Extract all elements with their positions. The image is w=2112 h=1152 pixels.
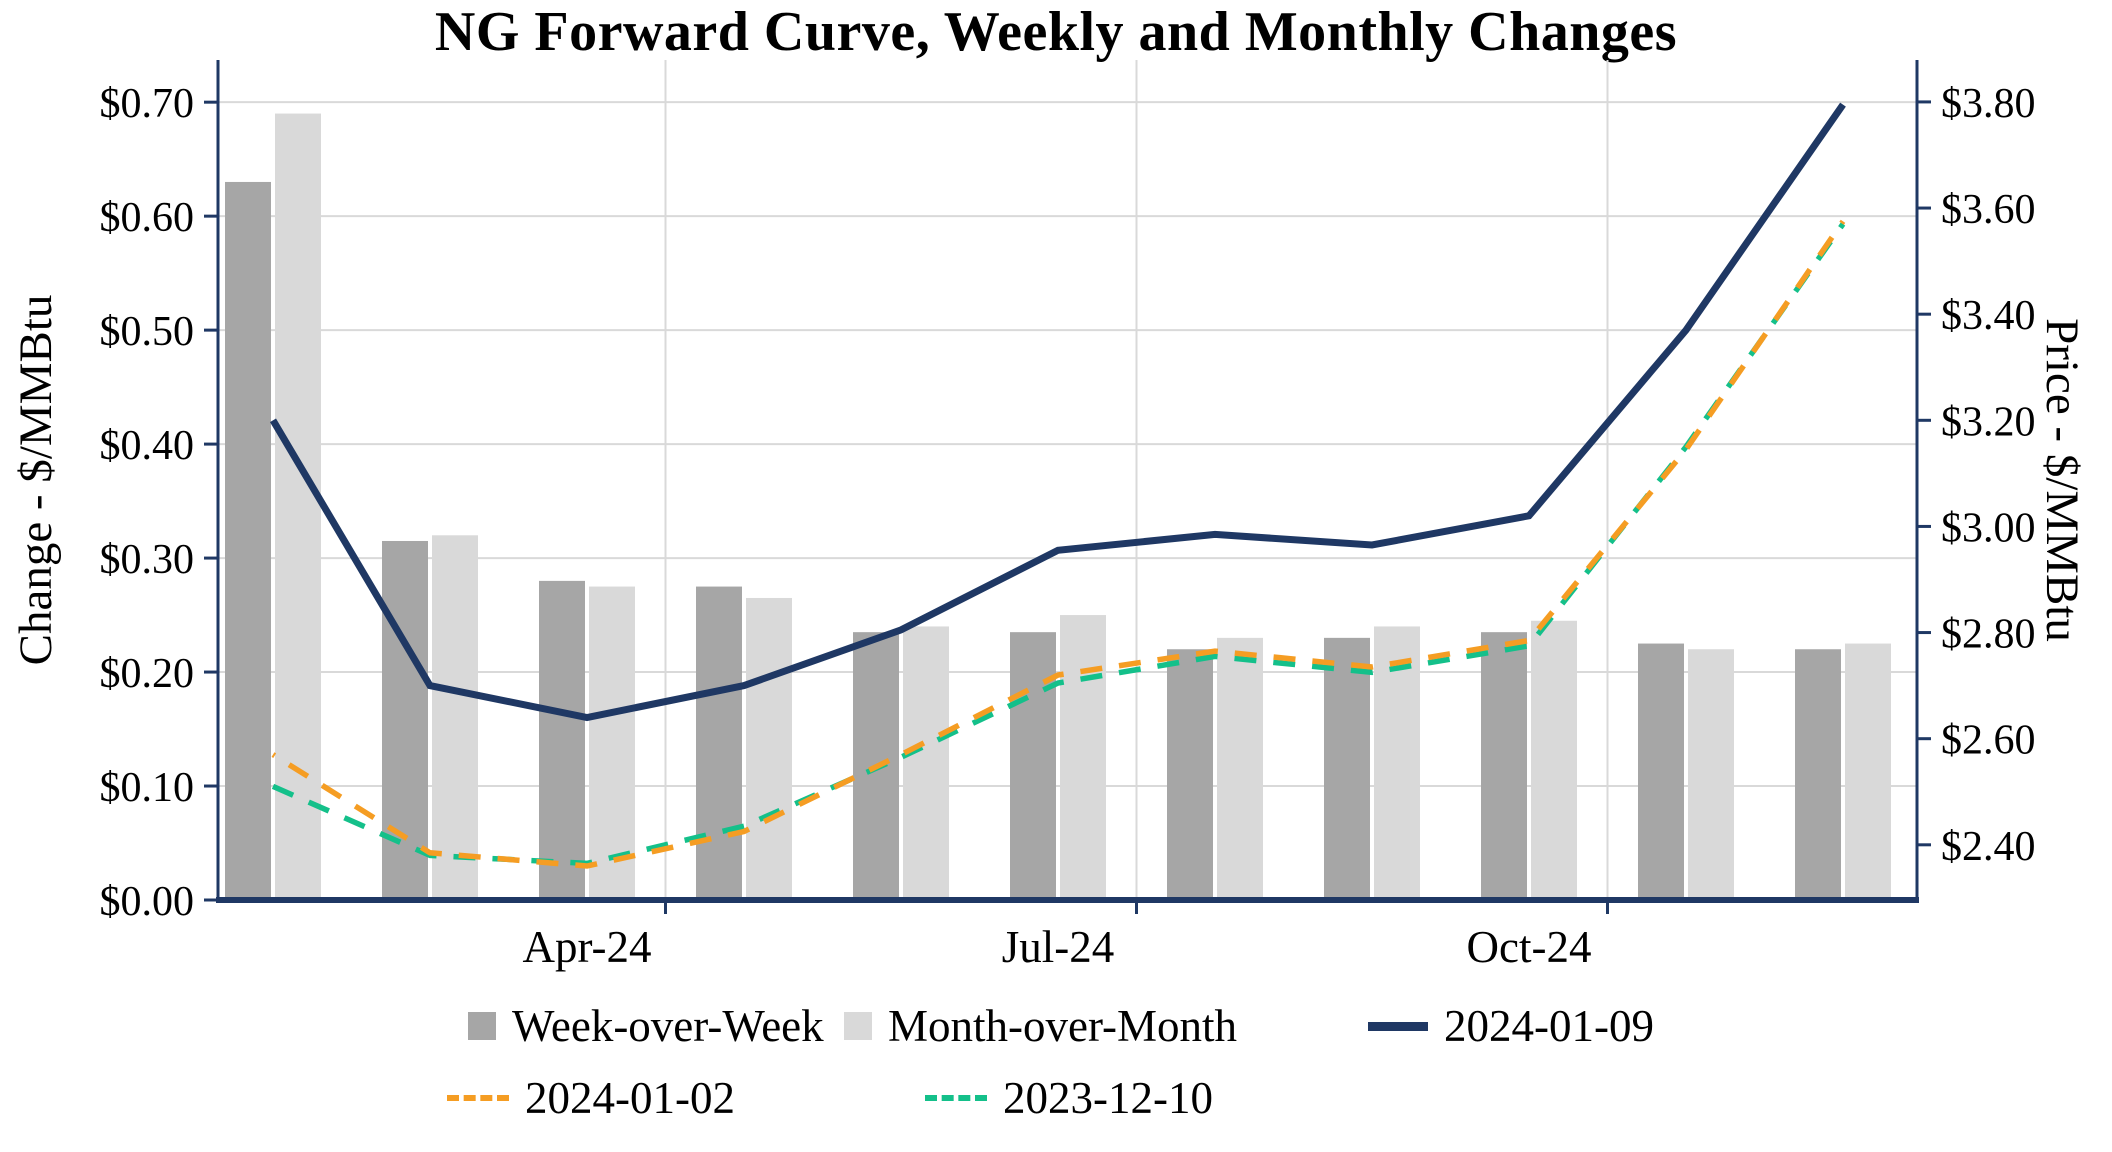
bar-month-over-month — [275, 113, 321, 900]
bar-week-over-week — [539, 580, 585, 900]
left-tick-label: $0.20 — [100, 651, 195, 697]
legend-label-month-over-month: Month-over-Month — [888, 1001, 1238, 1051]
solid-line-swatch-icon — [1368, 1021, 1428, 1031]
x-tick-label: Jul-24 — [1002, 922, 1115, 972]
x-tick-label: Apr-24 — [522, 922, 651, 972]
bar-month-over-month — [1688, 649, 1734, 900]
bar-month-over-month — [432, 535, 478, 900]
price-line-2024-01-02 — [271, 219, 1846, 869]
legend-label-2023-12-10: 2023-12-10 — [1003, 1073, 1213, 1123]
week-over-week-swatch-icon — [468, 1012, 496, 1040]
legend-label-week-over-week: Week-over-Week — [512, 1001, 824, 1051]
legend-label-2024-01-09: 2024-01-09 — [1444, 1001, 1654, 1051]
right-tick-label: $2.80 — [1941, 612, 2036, 658]
forward-curve-chart: $0.00 $0.10 $0.20 $0.30 $0.40 $0.50 $0.60 $0.70… — [100, 60, 2036, 972]
bar-month-over-month — [746, 597, 792, 900]
bar-week-over-week — [225, 181, 271, 901]
price-line-2024-01-09 — [269, 102, 1846, 722]
right-tick-label: $3.00 — [1941, 505, 2036, 551]
right-tick-label: $3.20 — [1941, 399, 2036, 445]
month-over-month-swatch-icon — [844, 1012, 872, 1040]
legend-item-week-over-week: Week-over-Week — [468, 1000, 824, 1052]
bar-week-over-week — [1638, 643, 1684, 900]
legend-item-2023-12-10: 2023-12-10 — [925, 1072, 1213, 1124]
orange-dashed-line-swatch-icon — [447, 1095, 509, 1101]
bar-month-over-month — [1060, 615, 1106, 900]
legend-item-month-over-month: Month-over-Month — [844, 1000, 1237, 1052]
chart-title: NG Forward Curve, Weekly and Monthly Cha… — [434, 1, 1678, 63]
bar-month-over-month — [1217, 637, 1263, 900]
legend-item-2024-01-02: 2024-01-02 — [447, 1072, 735, 1124]
left-tick-label: $0.30 — [100, 537, 195, 583]
bar-month-over-month — [1531, 620, 1577, 900]
bar-week-over-week — [696, 586, 742, 900]
x-tick-label: Oct-24 — [1467, 922, 1592, 972]
right-tick-label: $3.80 — [1941, 81, 2036, 127]
right-tick-label: $3.40 — [1941, 293, 2036, 339]
bar-month-over-month — [903, 626, 949, 900]
left-tick-label: $0.10 — [100, 765, 195, 811]
left-tick-label: $0.60 — [100, 195, 195, 241]
green-dashed-line-swatch-icon — [925, 1095, 987, 1101]
left-tick-label: $0.70 — [100, 81, 195, 127]
bar-week-over-week — [1324, 637, 1370, 900]
left-tick-label: $0.00 — [100, 879, 195, 925]
bar-week-over-week — [1167, 649, 1213, 900]
bar-week-over-week — [382, 540, 428, 900]
bar-week-over-week — [1010, 632, 1056, 900]
price-line-2023-12-10 — [271, 222, 1846, 867]
right-tick-label: $3.60 — [1941, 187, 2036, 233]
legend-item-2024-01-09: 2024-01-09 — [1368, 1000, 1654, 1052]
right-tick-label: $2.40 — [1941, 824, 2036, 870]
bar-month-over-month — [1845, 643, 1891, 900]
bar-month-over-month — [1374, 626, 1420, 900]
bar-week-over-week — [1481, 632, 1527, 900]
legend-label-2024-01-02: 2024-01-02 — [525, 1073, 735, 1123]
left-tick-label: $0.40 — [100, 423, 195, 469]
bar-month-over-month — [589, 586, 635, 900]
left-tick-label: $0.50 — [100, 309, 195, 355]
right-axis-title: Price - $/MMBtu — [2036, 318, 2088, 642]
right-tick-label: $2.60 — [1941, 718, 2036, 764]
left-axis-title: Change - $/MMBtu — [10, 294, 62, 666]
bar-week-over-week — [1795, 649, 1841, 900]
